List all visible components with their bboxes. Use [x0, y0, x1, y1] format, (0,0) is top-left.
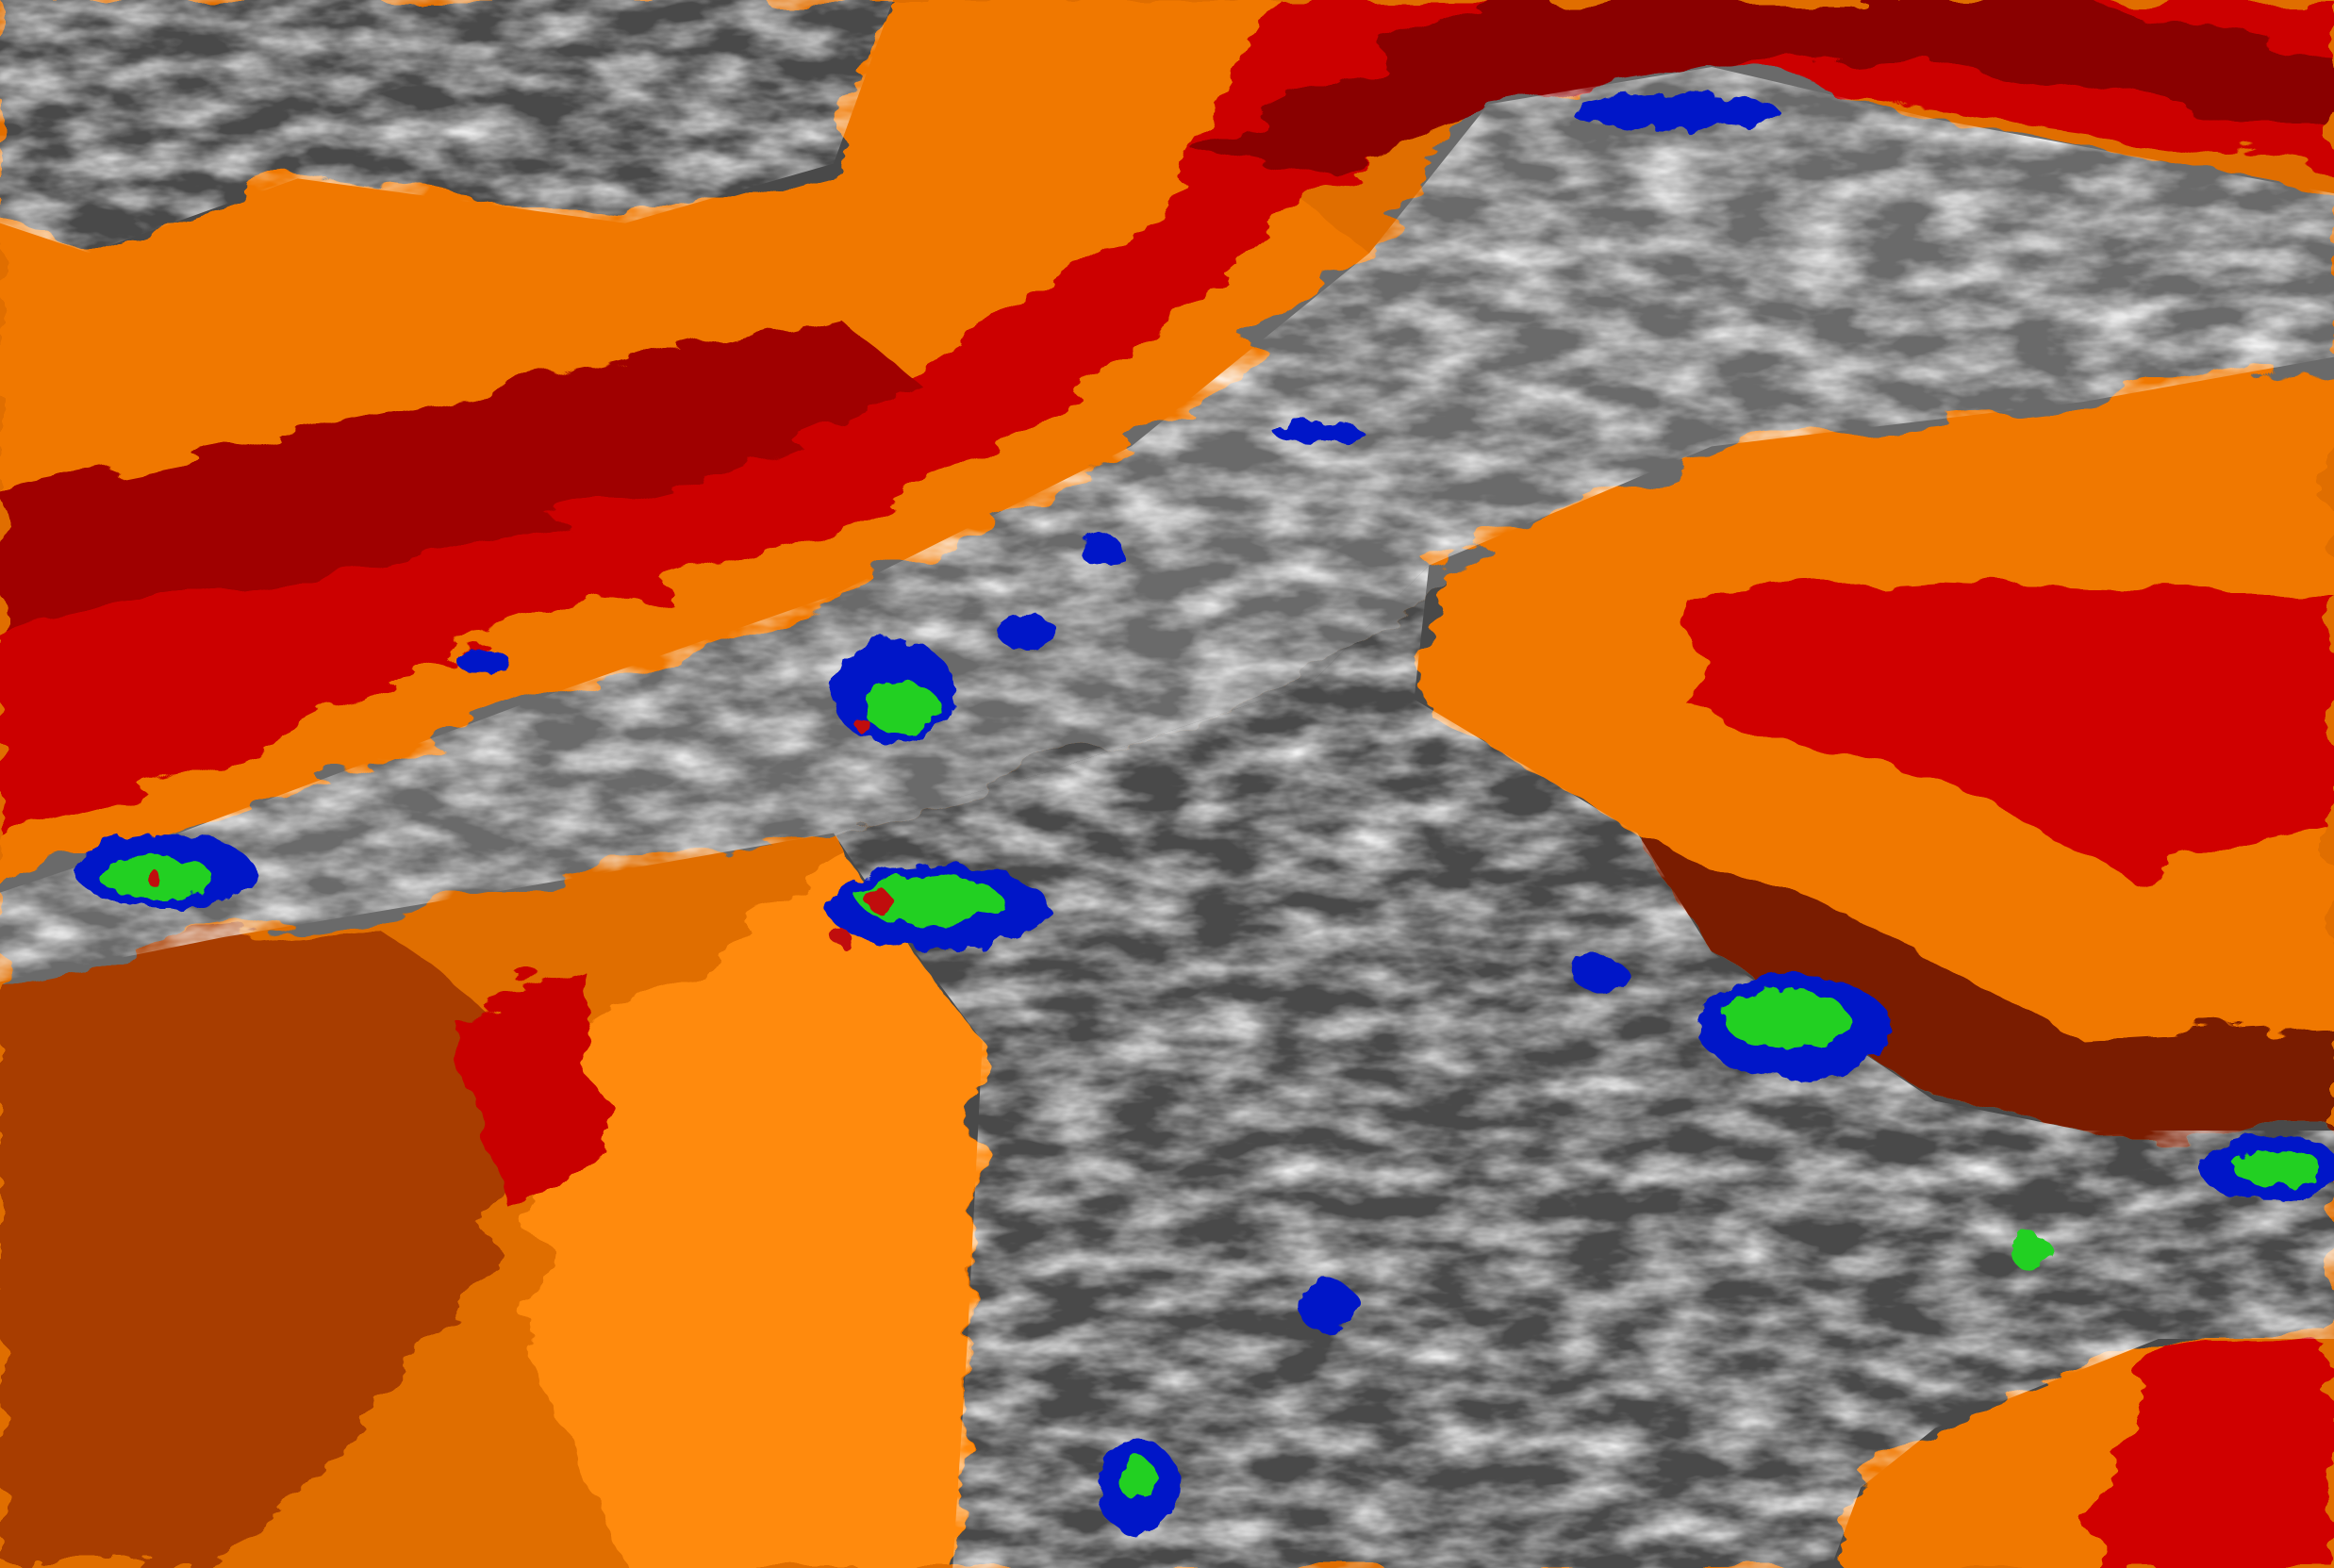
- region-orange-light: [521, 833, 983, 1568]
- region-orange-bottom-right: [1830, 1339, 2159, 1568]
- region-red-right: [1681, 580, 2334, 878]
- cloud-texture-upper: [0, 67, 2334, 982]
- storm-cell-5: [2198, 1134, 2334, 1201]
- band-orange-top: [0, 0, 1281, 491]
- region-warm-dark-right: [1637, 833, 2334, 1131]
- storm-cell-3: [74, 833, 254, 908]
- region-red-lower-left: [446, 966, 611, 1220]
- band-red-left: [0, 312, 923, 625]
- region-warm-dark-lower-left: [0, 922, 566, 1568]
- cloud-texture-top-left: [0, 0, 894, 254]
- storm-cell-4: [1697, 974, 1891, 1079]
- storm-cell-2: [826, 866, 1050, 949]
- cloud-texture-central: [833, 565, 2334, 1568]
- storm-cell-1: [830, 639, 956, 744]
- storm-cell-6: [456, 93, 2053, 1536]
- band-red-dark-core: [1190, 0, 2334, 179]
- band-orange-diagonal: [0, 207, 1370, 893]
